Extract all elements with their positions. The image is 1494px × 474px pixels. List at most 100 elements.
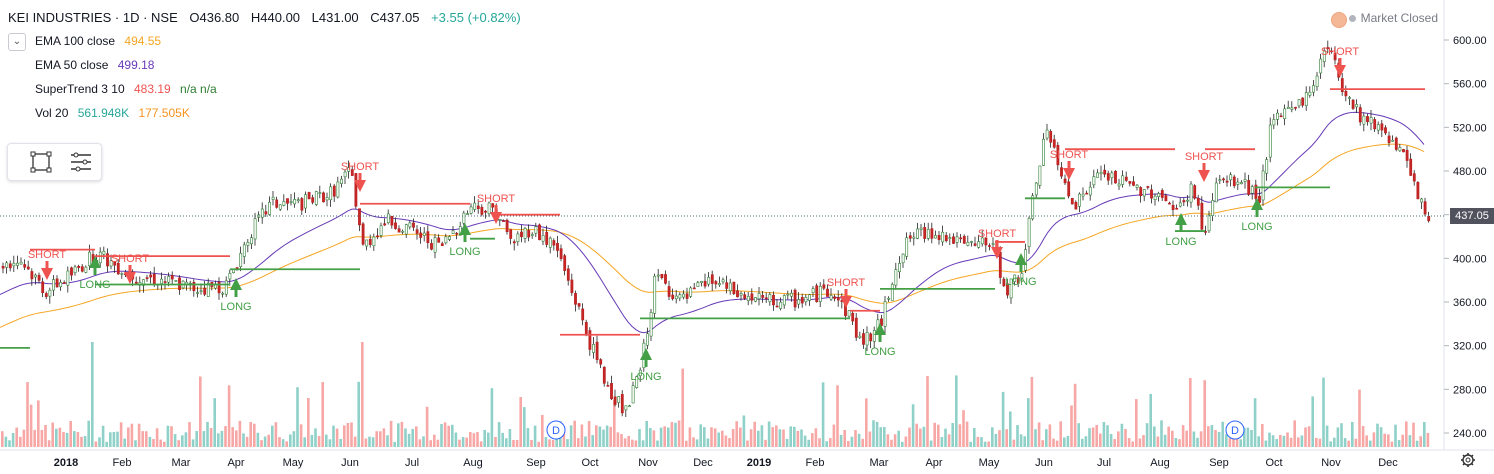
- volume-bar: [1221, 421, 1224, 447]
- volume-bar: [631, 439, 634, 447]
- volume-bar: [1045, 429, 1048, 447]
- candle: [322, 191, 325, 203]
- volume-bar: [1376, 423, 1379, 447]
- volume-bar: [177, 440, 180, 447]
- volume-bar: [753, 421, 756, 447]
- candle: [923, 222, 927, 243]
- long-arrow-stem: [644, 359, 648, 367]
- ohlc-change: +3.55 (+0.82%): [431, 10, 521, 25]
- volume-bar: [1315, 437, 1318, 447]
- ohlc-high: H440.00: [250, 10, 301, 25]
- volume-bar: [152, 438, 155, 447]
- volume-bar: [677, 420, 681, 447]
- candle: [736, 284, 739, 298]
- indicator-supertrend[interactable]: SuperTrend 3 10 483.19 n/a n/a: [35, 81, 217, 97]
- long-arrow-stem: [1019, 264, 1023, 272]
- volume-bar: [901, 441, 904, 447]
- volume-bar: [1027, 398, 1030, 447]
- volume-bar: [1120, 423, 1124, 447]
- volume-bar: [569, 425, 573, 447]
- candle: [890, 282, 894, 301]
- candle: [1074, 200, 1078, 210]
- candle: [635, 375, 639, 389]
- chevron-down-icon[interactable]: ⌄: [8, 33, 26, 51]
- rectangle-tool-icon[interactable]: [29, 150, 53, 174]
- gear-icon[interactable]: [1461, 453, 1475, 467]
- volume-bar: [418, 439, 422, 447]
- candle: [1312, 79, 1315, 97]
- candle: [869, 332, 873, 349]
- candle: [552, 238, 556, 251]
- volume-bar: [1174, 437, 1178, 447]
- ema50-line: [0, 111, 1425, 334]
- volume-bar: [1048, 424, 1052, 447]
- lines-menu-icon[interactable]: [69, 150, 93, 174]
- candle: [682, 290, 685, 300]
- volume-bar: [1329, 441, 1332, 447]
- ohlc-close: C437.05: [370, 10, 420, 25]
- volume-bar: [465, 437, 468, 447]
- volume-bar: [811, 433, 814, 447]
- x-tick-label: Dec: [693, 457, 713, 469]
- volume-bar: [127, 427, 130, 447]
- candle: [1322, 47, 1326, 68]
- candle: [437, 234, 441, 243]
- volume-bar: [1401, 434, 1404, 447]
- volume-bar: [746, 440, 749, 447]
- session-indicator-icon[interactable]: [1331, 12, 1347, 28]
- candle: [624, 405, 628, 418]
- symbol-title[interactable]: KEI INDUSTRIES · 1D · NSE: [8, 10, 178, 25]
- candle: [937, 231, 941, 245]
- volume-bar: [1163, 434, 1167, 447]
- volume-bar: [37, 400, 40, 447]
- long-arrow-icon: [1015, 253, 1027, 265]
- long-arrow-stem: [463, 234, 467, 242]
- volume-bar: [404, 428, 407, 447]
- candle: [1409, 153, 1413, 176]
- candle: [210, 281, 214, 291]
- candle: [595, 335, 599, 364]
- volume-bar: [379, 431, 382, 447]
- candle: [1315, 71, 1319, 91]
- volume-bar: [1203, 380, 1206, 447]
- indicator-ema100[interactable]: EMA 100 close 494.55: [35, 33, 161, 49]
- indicator-label: EMA 50 close: [35, 58, 109, 72]
- volume-bar: [116, 431, 119, 447]
- volume-bar: [1333, 437, 1336, 447]
- volume-bar: [544, 437, 548, 447]
- volume-bar: [346, 422, 350, 447]
- volume-bar: [944, 428, 947, 447]
- candle: [545, 225, 549, 248]
- volume-bar: [389, 420, 393, 447]
- volume-bar: [76, 432, 80, 447]
- volume-bar: [458, 439, 461, 447]
- volume-bar: [209, 428, 213, 447]
- candle: [372, 233, 376, 251]
- candle: [786, 290, 790, 300]
- candle: [1330, 47, 1333, 54]
- short-arrow-stem: [844, 289, 848, 297]
- volume-bar: [101, 425, 105, 447]
- volume-bar: [1185, 430, 1188, 447]
- candle: [289, 193, 293, 206]
- candle: [296, 197, 300, 204]
- volume-bar: [980, 437, 983, 447]
- candle: [1355, 99, 1359, 113]
- volume-bar: [1271, 435, 1275, 447]
- candle: [1052, 134, 1056, 149]
- volume-bar: [638, 429, 641, 447]
- volume-bar: [1030, 377, 1034, 447]
- candle: [1398, 143, 1402, 152]
- candle: [1182, 197, 1186, 206]
- candle: [1279, 112, 1283, 118]
- volume-bar: [512, 439, 515, 447]
- candle: [1218, 174, 1222, 185]
- candle: [664, 270, 667, 285]
- volume-bar: [256, 432, 260, 447]
- volume-bar: [476, 432, 479, 447]
- candle: [1301, 97, 1305, 108]
- indicator-ema50[interactable]: EMA 50 close 499.18: [35, 57, 154, 73]
- indicator-volume[interactable]: Vol 20 561.948K 177.505K: [35, 105, 190, 121]
- candle: [638, 367, 642, 382]
